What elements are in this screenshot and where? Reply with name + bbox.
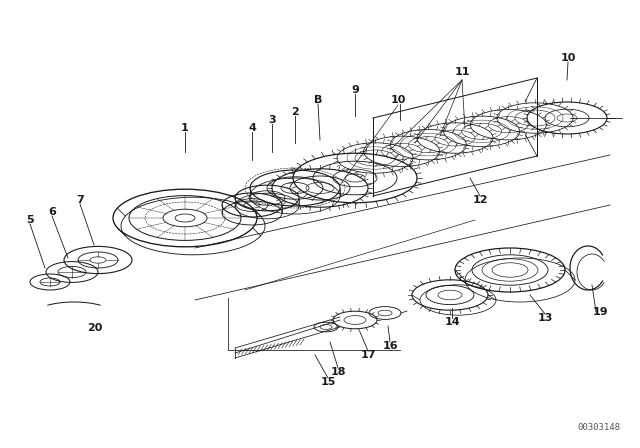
Text: 12: 12 [472, 195, 488, 205]
Text: 13: 13 [538, 313, 553, 323]
Text: 5: 5 [26, 215, 34, 225]
Text: 15: 15 [320, 377, 336, 387]
Text: 10: 10 [560, 53, 576, 63]
Text: 4: 4 [248, 123, 256, 133]
Text: 1: 1 [181, 123, 189, 133]
Text: 20: 20 [87, 323, 102, 333]
Text: 14: 14 [444, 317, 460, 327]
Text: 3: 3 [268, 115, 276, 125]
Text: 00303148: 00303148 [577, 423, 620, 432]
Text: 11: 11 [454, 67, 470, 77]
Text: 19: 19 [592, 307, 608, 317]
Text: 2: 2 [291, 107, 299, 117]
Text: 9: 9 [351, 85, 359, 95]
Text: 7: 7 [76, 195, 84, 205]
Text: 10: 10 [390, 95, 406, 105]
Text: 17: 17 [360, 350, 376, 360]
Text: 18: 18 [330, 367, 346, 377]
Text: B: B [314, 95, 322, 105]
Text: 6: 6 [48, 207, 56, 217]
Text: 16: 16 [382, 341, 398, 351]
